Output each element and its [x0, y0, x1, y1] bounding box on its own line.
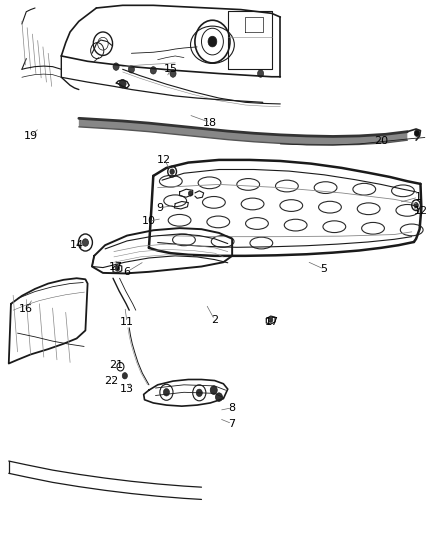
Circle shape: [210, 386, 217, 394]
Circle shape: [414, 203, 418, 208]
Text: 12: 12: [157, 155, 171, 165]
Text: 12: 12: [413, 206, 427, 215]
Circle shape: [150, 67, 156, 74]
Text: 14: 14: [70, 240, 84, 250]
Circle shape: [119, 79, 126, 88]
Text: 16: 16: [19, 304, 33, 314]
Circle shape: [82, 239, 88, 246]
Text: 19: 19: [24, 131, 38, 141]
Circle shape: [268, 317, 273, 322]
Circle shape: [128, 66, 134, 73]
Text: 17: 17: [109, 262, 123, 271]
Circle shape: [170, 70, 176, 77]
Text: 20: 20: [374, 136, 388, 146]
Text: 7: 7: [229, 419, 236, 429]
Text: 15: 15: [164, 64, 178, 74]
Circle shape: [188, 191, 193, 196]
Circle shape: [196, 389, 202, 397]
Circle shape: [122, 373, 127, 379]
Text: 8: 8: [229, 403, 236, 413]
Circle shape: [115, 266, 120, 271]
Circle shape: [208, 36, 217, 47]
Text: 13: 13: [120, 384, 134, 394]
Text: 17: 17: [265, 318, 279, 327]
Circle shape: [163, 389, 170, 396]
Polygon shape: [79, 118, 407, 145]
Text: 10: 10: [142, 216, 156, 226]
Circle shape: [113, 63, 119, 70]
Circle shape: [215, 393, 223, 401]
Circle shape: [258, 70, 264, 77]
Text: 2: 2: [211, 315, 218, 325]
Text: 6: 6: [124, 267, 131, 277]
Text: 5: 5: [321, 264, 328, 274]
Text: 9: 9: [156, 203, 163, 213]
Text: 22: 22: [105, 376, 119, 386]
Text: 1: 1: [415, 192, 422, 202]
Circle shape: [414, 130, 420, 136]
Text: 21: 21: [109, 360, 123, 370]
Text: 11: 11: [120, 318, 134, 327]
Text: 18: 18: [203, 118, 217, 127]
Circle shape: [170, 169, 174, 174]
